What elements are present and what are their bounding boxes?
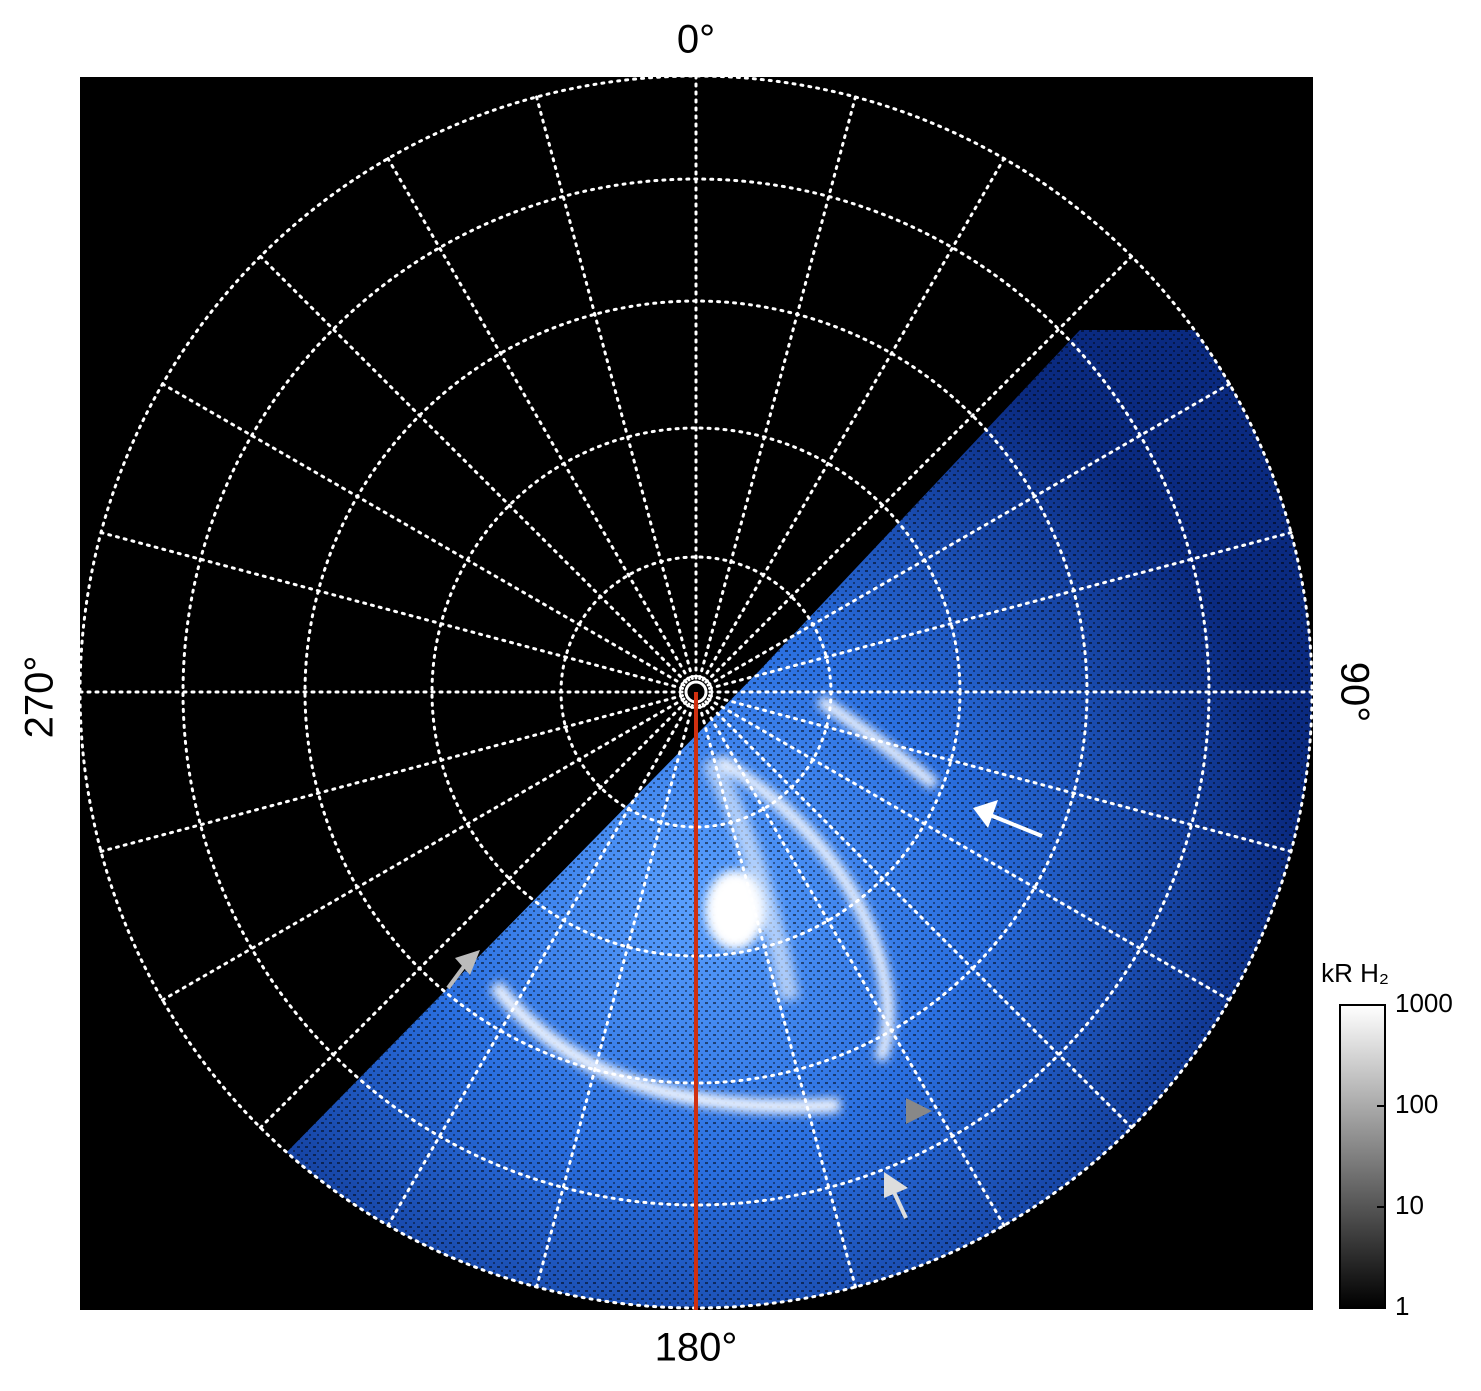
colorbar-tick-label: 1000 xyxy=(1395,988,1453,1018)
colorbar-title: kR H₂ xyxy=(1321,958,1389,988)
colorbar-tick-label: 1 xyxy=(1395,1291,1409,1321)
aurora-image xyxy=(120,330,1312,1308)
noise-texture xyxy=(120,330,1312,1308)
colorbar-ticks: 1 10 100 1000 xyxy=(1377,988,1453,1321)
label-right: 90° xyxy=(1332,662,1376,723)
label-top: 0° xyxy=(677,18,715,62)
label-bottom: 180° xyxy=(655,1326,738,1370)
colorbar-tick-label: 10 xyxy=(1395,1190,1424,1220)
label-left: 270° xyxy=(18,656,62,739)
colorbar-tick-label: 100 xyxy=(1395,1089,1438,1119)
auroral-arcs xyxy=(489,695,939,1114)
arrows xyxy=(446,800,1043,1219)
colorbar xyxy=(1339,1004,1386,1309)
